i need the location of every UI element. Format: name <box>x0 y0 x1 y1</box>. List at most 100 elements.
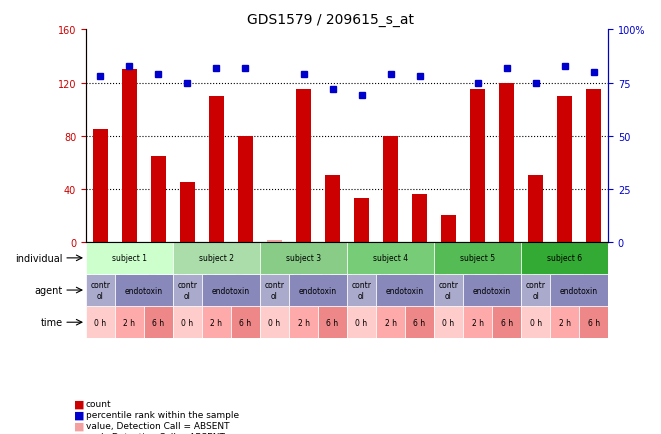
Bar <box>434 274 463 306</box>
Text: 0 h: 0 h <box>356 318 368 327</box>
Bar <box>231 306 260 339</box>
Text: value, Detection Call = ABSENT: value, Detection Call = ABSENT <box>86 421 229 430</box>
Bar <box>260 274 289 306</box>
Text: time: time <box>40 318 63 328</box>
Text: individual: individual <box>15 253 63 263</box>
Bar <box>93 130 108 242</box>
Text: endotoxin: endotoxin <box>473 286 511 295</box>
Bar <box>521 30 550 242</box>
Text: contr
ol: contr ol <box>91 281 110 300</box>
Bar <box>347 242 434 274</box>
Bar <box>347 306 376 339</box>
Bar <box>434 306 463 339</box>
Bar <box>86 306 115 339</box>
Bar <box>383 136 398 242</box>
Bar <box>238 136 253 242</box>
Text: 0 h: 0 h <box>529 318 541 327</box>
Text: 6 h: 6 h <box>500 318 513 327</box>
Text: subject 1: subject 1 <box>112 254 147 263</box>
Text: contr
ol: contr ol <box>352 281 371 300</box>
Text: rank, Detection Call = ABSENT: rank, Detection Call = ABSENT <box>86 432 225 434</box>
Text: contr
ol: contr ol <box>264 281 284 300</box>
Text: endotoxin: endotoxin <box>386 286 424 295</box>
Text: contr
ol: contr ol <box>525 281 545 300</box>
Bar <box>376 306 405 339</box>
Bar <box>202 306 231 339</box>
Text: subject 6: subject 6 <box>547 254 582 263</box>
Bar <box>86 274 115 306</box>
Text: endotoxin: endotoxin <box>299 286 337 295</box>
Bar <box>173 274 202 306</box>
Bar <box>231 30 260 242</box>
Bar <box>151 156 166 242</box>
Bar <box>289 274 347 306</box>
Text: 6 h: 6 h <box>414 318 426 327</box>
Bar <box>260 242 347 274</box>
Text: 6 h: 6 h <box>588 318 600 327</box>
Text: 2 h: 2 h <box>385 318 397 327</box>
Text: ■: ■ <box>74 399 85 408</box>
Text: contr
ol: contr ol <box>177 281 198 300</box>
Bar <box>550 306 579 339</box>
Bar <box>471 90 485 242</box>
Bar <box>289 30 318 242</box>
Bar <box>115 274 173 306</box>
Bar <box>579 30 608 242</box>
Bar <box>550 30 579 242</box>
Bar <box>463 306 492 339</box>
Bar <box>499 83 514 242</box>
Text: contr
ol: contr ol <box>438 281 459 300</box>
Bar <box>325 176 340 242</box>
Bar <box>267 241 282 242</box>
Bar <box>289 306 318 339</box>
Bar <box>115 30 144 242</box>
Bar <box>347 30 376 242</box>
Bar <box>202 274 260 306</box>
Bar <box>173 30 202 242</box>
Bar <box>376 274 434 306</box>
Text: 2 h: 2 h <box>559 318 570 327</box>
Bar <box>521 242 608 274</box>
Bar <box>405 306 434 339</box>
Bar <box>122 70 137 242</box>
Bar <box>144 30 173 242</box>
Text: subject 2: subject 2 <box>199 254 234 263</box>
Bar <box>463 30 492 242</box>
Bar <box>521 306 550 339</box>
Bar <box>86 242 173 274</box>
Text: percentile rank within the sample: percentile rank within the sample <box>86 410 239 419</box>
Text: count: count <box>86 399 112 408</box>
Text: subject 5: subject 5 <box>460 254 495 263</box>
Bar <box>412 194 427 242</box>
Bar <box>347 274 376 306</box>
Bar <box>202 30 231 242</box>
Text: 0 h: 0 h <box>442 318 455 327</box>
Text: endotoxin: endotoxin <box>212 286 250 295</box>
Text: 2 h: 2 h <box>297 318 309 327</box>
Bar <box>180 183 195 242</box>
Bar <box>318 30 347 242</box>
Text: 2 h: 2 h <box>124 318 136 327</box>
Bar <box>405 30 434 242</box>
Bar <box>86 30 115 242</box>
Text: 2 h: 2 h <box>471 318 484 327</box>
Bar <box>173 242 260 274</box>
Text: ■: ■ <box>74 410 85 419</box>
Bar <box>210 97 223 242</box>
Bar <box>586 90 601 242</box>
Text: 0 h: 0 h <box>181 318 194 327</box>
Bar <box>557 97 572 242</box>
Bar <box>528 176 543 242</box>
Bar <box>579 306 608 339</box>
Bar <box>260 306 289 339</box>
Bar <box>434 242 521 274</box>
Bar <box>463 274 521 306</box>
Bar <box>115 306 144 339</box>
Text: GDS1579 / 209615_s_at: GDS1579 / 209615_s_at <box>247 13 414 27</box>
Bar <box>144 306 173 339</box>
Bar <box>173 306 202 339</box>
Text: 6 h: 6 h <box>327 318 338 327</box>
Text: subject 4: subject 4 <box>373 254 408 263</box>
Bar <box>521 274 550 306</box>
Text: ■: ■ <box>74 421 85 430</box>
